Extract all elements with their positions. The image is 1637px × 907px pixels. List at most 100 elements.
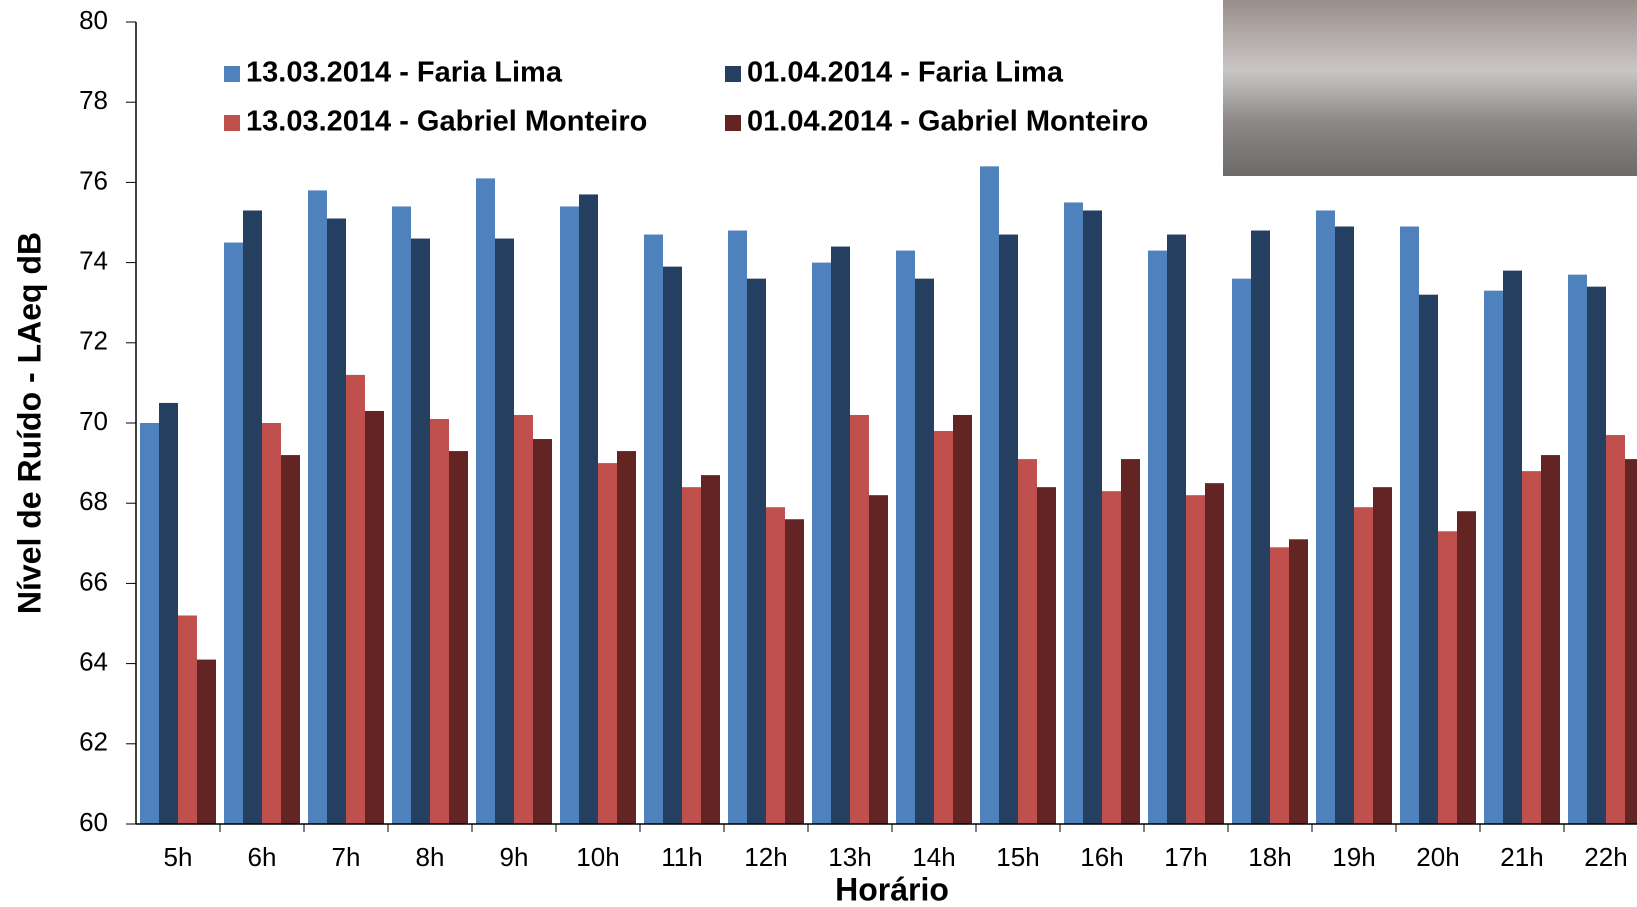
bar [617, 451, 636, 824]
x-tick-label: 22h [1584, 842, 1627, 872]
bar [1102, 491, 1121, 824]
bar [747, 279, 766, 824]
bar [365, 411, 384, 824]
bar [392, 206, 411, 824]
legend-label: 01.04.2014 - Faria Lima [747, 57, 1064, 89]
bar [579, 194, 598, 824]
bar [224, 243, 243, 824]
bar [449, 451, 468, 824]
y-axis-title: Nível de Ruído - LAeq dB [11, 232, 47, 614]
x-tick-label: 12h [744, 842, 787, 872]
bar [1484, 291, 1503, 824]
bar [476, 178, 495, 824]
bar [1232, 279, 1251, 824]
bar [1205, 483, 1224, 824]
bar [663, 267, 682, 824]
y-tick-label: 68 [79, 486, 108, 516]
bar [1289, 539, 1308, 824]
bar [1251, 231, 1270, 824]
x-tick-label: 16h [1080, 842, 1123, 872]
legend-label: 13.03.2014 - Gabriel Monteiro [246, 106, 647, 138]
bar [598, 463, 617, 824]
legend-swatch [725, 115, 741, 131]
bar [1037, 487, 1056, 824]
x-tick-label: 7h [332, 842, 361, 872]
y-tick-label: 78 [79, 85, 108, 115]
bar [934, 431, 953, 824]
y-tick-label: 60 [79, 807, 108, 837]
bar [999, 235, 1018, 824]
bar [346, 375, 365, 824]
y-tick-label: 62 [79, 727, 108, 757]
bar [1083, 210, 1102, 824]
x-tick-label: 9h [500, 842, 529, 872]
bar [785, 519, 804, 824]
bar [140, 423, 159, 824]
bar [850, 415, 869, 824]
bar [896, 251, 915, 824]
chart: Horário Nível de Ruído - LAeq dB 6062646… [0, 0, 1637, 907]
bar [1438, 531, 1457, 824]
y-tick-label: 70 [79, 406, 108, 436]
y-tick-label: 64 [79, 646, 108, 676]
bar [1316, 210, 1335, 824]
bar [1419, 295, 1438, 824]
x-tick-label: 19h [1332, 842, 1375, 872]
legend-swatch [224, 66, 240, 82]
x-tick-label: 14h [912, 842, 955, 872]
x-tick-label: 8h [416, 842, 445, 872]
bar [701, 475, 720, 824]
bar [1064, 202, 1083, 824]
bar [831, 247, 850, 824]
bar [197, 660, 216, 824]
bar [560, 206, 579, 824]
legend-swatch [224, 115, 240, 131]
bar [281, 455, 300, 824]
bar [1354, 507, 1373, 824]
bar [1186, 495, 1205, 824]
bar [644, 235, 663, 824]
bar [1373, 487, 1392, 824]
bar [1606, 435, 1625, 824]
bar [812, 263, 831, 824]
x-tick-label: 21h [1500, 842, 1543, 872]
x-tick-label: 11h [661, 842, 702, 872]
bar [1121, 459, 1140, 824]
y-tick-label: 72 [79, 326, 108, 356]
bar [1568, 275, 1587, 824]
y-tick-label: 66 [79, 566, 108, 596]
x-tick-label: 10h [576, 842, 619, 872]
bar [1625, 459, 1637, 824]
bar [682, 487, 701, 824]
y-tick-label: 80 [79, 5, 108, 35]
x-tick-label: 5h [164, 842, 193, 872]
bar [766, 507, 785, 824]
bar [869, 495, 888, 824]
bar [953, 415, 972, 824]
x-tick-label: 17h [1164, 842, 1207, 872]
photo [1223, 0, 1637, 176]
bar [243, 210, 262, 824]
x-tick-label: 18h [1248, 842, 1291, 872]
bar [430, 419, 449, 824]
bar [1167, 235, 1186, 824]
bar [1457, 511, 1476, 824]
bar [1587, 287, 1606, 824]
bar [915, 279, 934, 824]
bar [1522, 471, 1541, 824]
bar [1335, 227, 1354, 824]
bar [1541, 455, 1560, 824]
x-tick-label: 13h [828, 842, 871, 872]
bar [1148, 251, 1167, 824]
legend-label: 13.03.2014 - Faria Lima [246, 57, 563, 89]
bar [1270, 547, 1289, 824]
y-tick-label: 76 [79, 165, 108, 195]
x-tick-label: 20h [1416, 842, 1459, 872]
bar [533, 439, 552, 824]
x-tick-label: 6h [248, 842, 277, 872]
bar [159, 403, 178, 824]
x-tick-label: 15h [996, 842, 1039, 872]
bar [178, 615, 197, 824]
legend-swatch [725, 66, 741, 82]
bar [262, 423, 281, 824]
